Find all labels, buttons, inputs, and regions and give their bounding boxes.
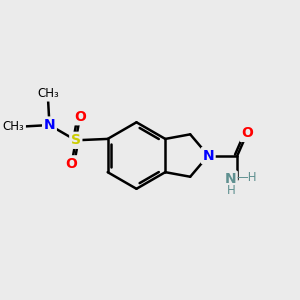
Text: —H: —H bbox=[237, 172, 257, 184]
Text: CH₃: CH₃ bbox=[37, 87, 59, 100]
Text: O: O bbox=[66, 157, 78, 171]
Text: O: O bbox=[241, 126, 253, 140]
Text: N: N bbox=[44, 118, 55, 132]
Text: N: N bbox=[225, 172, 236, 186]
Text: H: H bbox=[227, 184, 236, 197]
Text: O: O bbox=[74, 110, 86, 124]
Text: N: N bbox=[202, 148, 214, 163]
Text: CH₃: CH₃ bbox=[3, 120, 25, 133]
Text: S: S bbox=[71, 133, 81, 147]
